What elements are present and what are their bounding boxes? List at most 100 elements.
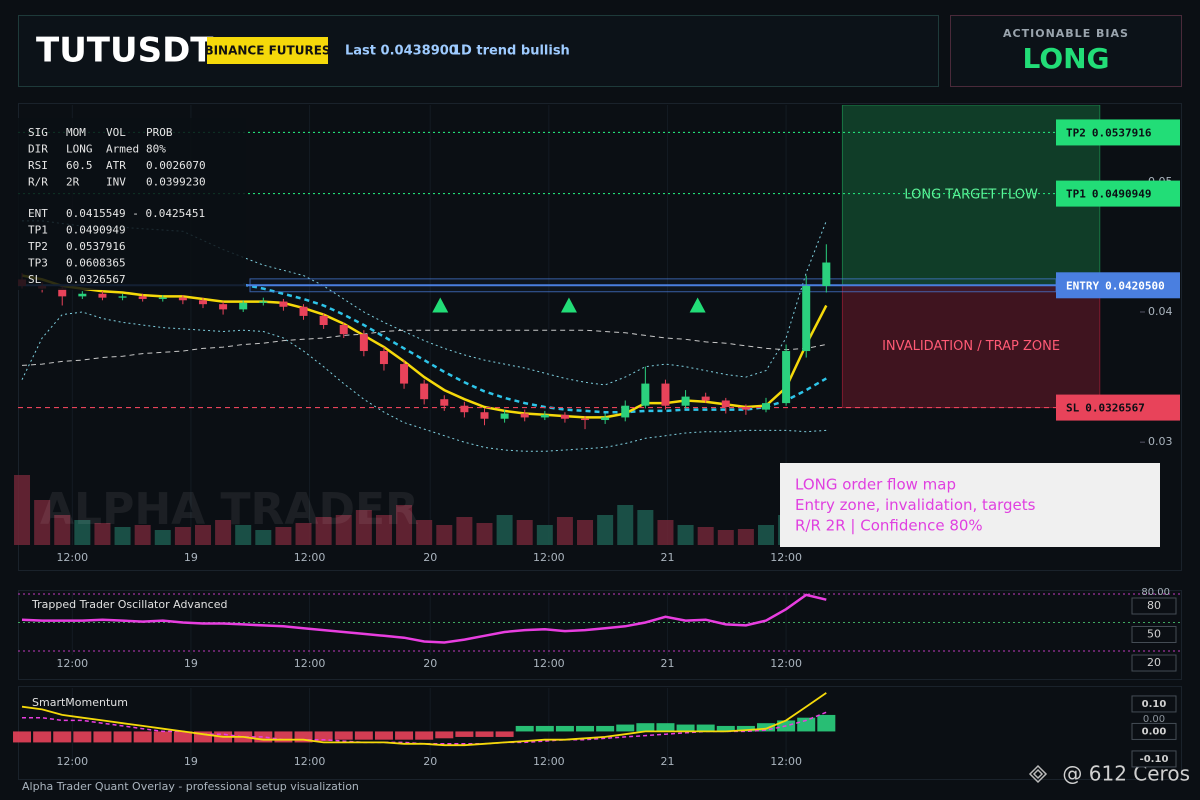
volume-bar bbox=[637, 510, 654, 545]
volume-bar bbox=[194, 525, 211, 545]
candle-body bbox=[560, 414, 569, 419]
x-tick-label: 12:00 bbox=[533, 551, 565, 564]
watermark: ALPHA TRADER bbox=[40, 484, 419, 535]
histogram-bar bbox=[334, 731, 353, 740]
stats-cell: ATR bbox=[106, 159, 126, 172]
stats-cell: 2R bbox=[66, 176, 80, 189]
histogram-bar bbox=[696, 724, 715, 732]
histogram-bar bbox=[797, 717, 816, 732]
candle-body bbox=[601, 417, 610, 421]
candle-body bbox=[802, 285, 811, 352]
volume-bar bbox=[54, 515, 71, 545]
candle-body bbox=[500, 413, 509, 419]
y-label-box bbox=[1131, 750, 1177, 768]
level-value: 0.0420500 bbox=[1105, 279, 1165, 292]
stats-cell: DIR bbox=[28, 143, 48, 156]
x-tick-label: 12:00 bbox=[56, 657, 88, 670]
histogram-bar bbox=[173, 731, 192, 743]
candle-body bbox=[420, 383, 429, 400]
volume-bar bbox=[14, 475, 31, 545]
volume-bar bbox=[114, 527, 131, 545]
candle-body bbox=[661, 383, 670, 406]
stats-cell: 80% bbox=[146, 143, 166, 156]
volume-bar bbox=[476, 523, 493, 545]
volume-bar bbox=[94, 523, 111, 545]
candle-body bbox=[721, 400, 730, 408]
volume-bar bbox=[154, 530, 171, 545]
volume-bar bbox=[375, 515, 392, 545]
x-tick-label: 12:00 bbox=[294, 657, 326, 670]
volume-bar bbox=[456, 517, 473, 545]
volume-bar bbox=[235, 525, 252, 545]
histogram-bar bbox=[274, 731, 293, 743]
candle-body bbox=[460, 405, 469, 413]
x-tick-label: 12:00 bbox=[770, 551, 802, 564]
histogram-bar bbox=[93, 731, 112, 743]
volume-bar bbox=[677, 525, 694, 545]
level-name: TP2 bbox=[1066, 126, 1086, 139]
candle-body bbox=[621, 405, 630, 418]
momentum-pane bbox=[18, 686, 1182, 780]
x-tick-label: 20 bbox=[423, 657, 437, 670]
y-label-box bbox=[1131, 654, 1177, 672]
y-tick-label: 0.03 bbox=[1148, 435, 1173, 448]
stats-cell: SL bbox=[28, 273, 42, 286]
indicator-line bbox=[21, 274, 828, 419]
x-tick-label: 12:00 bbox=[56, 755, 88, 768]
indicator-line bbox=[21, 311, 827, 452]
header-panel bbox=[18, 15, 939, 87]
histogram-bar bbox=[415, 731, 434, 740]
candle-body bbox=[581, 418, 590, 421]
candle-body bbox=[98, 293, 107, 298]
y-label-box bbox=[1131, 597, 1177, 615]
oscillator-pane bbox=[18, 590, 1182, 680]
volume-bar bbox=[758, 525, 774, 545]
volume-bar bbox=[556, 517, 573, 545]
candle-body bbox=[339, 325, 348, 335]
candle-body bbox=[279, 301, 288, 307]
volume-bar bbox=[275, 527, 292, 545]
volume-bar bbox=[34, 500, 51, 545]
level-value: 0.0537916 bbox=[1092, 126, 1152, 139]
level-box bbox=[1056, 119, 1180, 146]
histogram-bar bbox=[354, 731, 373, 740]
y-tick-label: 80 bbox=[1147, 599, 1161, 612]
histogram-bar bbox=[133, 731, 152, 743]
x-tick-label: 12:00 bbox=[533, 657, 565, 670]
level-box bbox=[1056, 180, 1180, 207]
annotation-line: Entry zone, invalidation, targets bbox=[795, 496, 1036, 514]
symbol: TUTUSDT bbox=[36, 31, 214, 71]
stats-cell: VOL bbox=[106, 126, 126, 139]
bias-label: ACTIONABLE BIAS bbox=[1003, 27, 1129, 40]
candle-body bbox=[379, 351, 388, 365]
histogram-bar bbox=[656, 723, 675, 732]
histogram-bar bbox=[475, 731, 494, 737]
x-tick-label: 21 bbox=[660, 755, 674, 768]
level-label: SL 0.0326567 bbox=[1066, 402, 1145, 415]
volume-bar bbox=[174, 527, 191, 545]
stats-cell: TP2 bbox=[28, 240, 48, 253]
candle-body bbox=[158, 297, 167, 299]
x-tick-label: 12:00 bbox=[770, 657, 802, 670]
candle-body bbox=[118, 296, 127, 298]
y-tick-label: 0.10 bbox=[1142, 699, 1167, 710]
candle-body bbox=[681, 396, 690, 406]
x-tick-label: 20 bbox=[423, 551, 437, 564]
annotation-box bbox=[780, 463, 1160, 547]
level-value: 0.0326567 bbox=[1085, 402, 1145, 415]
x-tick-label: 19 bbox=[184, 755, 198, 768]
histogram-bar bbox=[395, 731, 414, 740]
candle-body bbox=[319, 315, 328, 325]
indicator-line bbox=[242, 283, 827, 414]
indicator-line bbox=[22, 220, 827, 386]
zone-label: LONG TARGET FLOW bbox=[904, 188, 1038, 203]
exchange-badge bbox=[207, 37, 328, 64]
histogram-bar bbox=[374, 731, 393, 740]
credit-icon bbox=[1028, 764, 1048, 784]
zone bbox=[841, 284, 1101, 409]
level-box bbox=[1056, 272, 1180, 299]
histogram-bar bbox=[73, 731, 92, 743]
stats-cell: 60.5 bbox=[66, 159, 93, 172]
stats-cell: 0.0537916 bbox=[66, 240, 126, 253]
momentum-line bbox=[21, 692, 827, 747]
